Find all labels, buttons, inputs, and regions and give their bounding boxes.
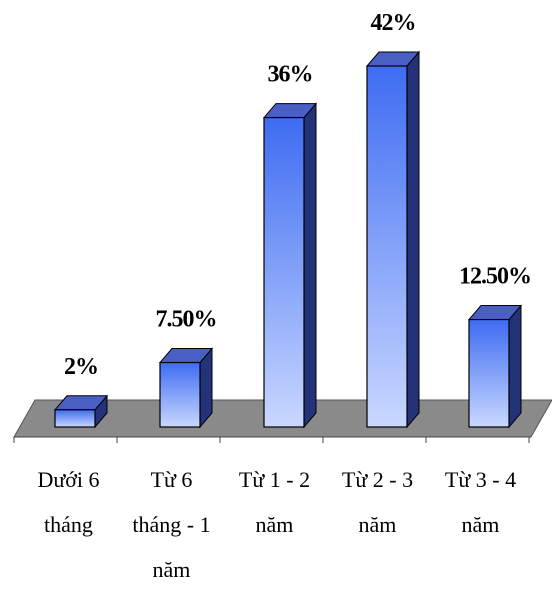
bar-side xyxy=(509,306,521,427)
data-label: 12.50% xyxy=(459,264,531,290)
category-label-line: Từ 6 xyxy=(151,467,193,492)
bars-group xyxy=(55,52,521,427)
bar-front xyxy=(367,66,407,427)
category-label-line: năm xyxy=(256,512,294,537)
data-label: 7.50% xyxy=(156,307,217,333)
bar-front xyxy=(264,118,304,427)
data-label: 42% xyxy=(371,10,416,36)
bar-front xyxy=(160,363,200,427)
bar-side xyxy=(304,104,316,427)
category-label-line: Từ 1 - 2 xyxy=(239,467,310,492)
category-label-line: Từ 2 - 3 xyxy=(342,467,413,492)
category-label-line: năm xyxy=(153,557,191,582)
bar xyxy=(367,52,419,427)
data-label: 36% xyxy=(268,62,313,88)
bar-front xyxy=(55,410,95,427)
category-label: Từ 6 tháng - 1 năm xyxy=(132,467,210,582)
category-label-line: Dưới 6 xyxy=(37,467,99,492)
category-label-line: Từ 3 - 4 xyxy=(445,467,516,492)
bar-side xyxy=(407,52,419,427)
category-label-line: năm xyxy=(462,512,500,537)
category-label: Từ 1 - 2 năm xyxy=(239,467,310,537)
category-label: Từ 3 - 4 năm xyxy=(445,467,516,537)
data-label: 2% xyxy=(64,354,98,380)
category-label: Từ 2 - 3 năm xyxy=(342,467,413,537)
bar xyxy=(469,306,521,427)
category-label-line: năm xyxy=(359,512,397,537)
category-label: Dưới 6 tháng xyxy=(37,467,99,537)
bar xyxy=(55,396,107,427)
bar xyxy=(160,349,212,427)
category-label-line: tháng xyxy=(44,512,93,537)
bar xyxy=(264,104,316,427)
category-label-line: tháng - 1 xyxy=(132,512,210,537)
bar-front xyxy=(469,320,509,427)
